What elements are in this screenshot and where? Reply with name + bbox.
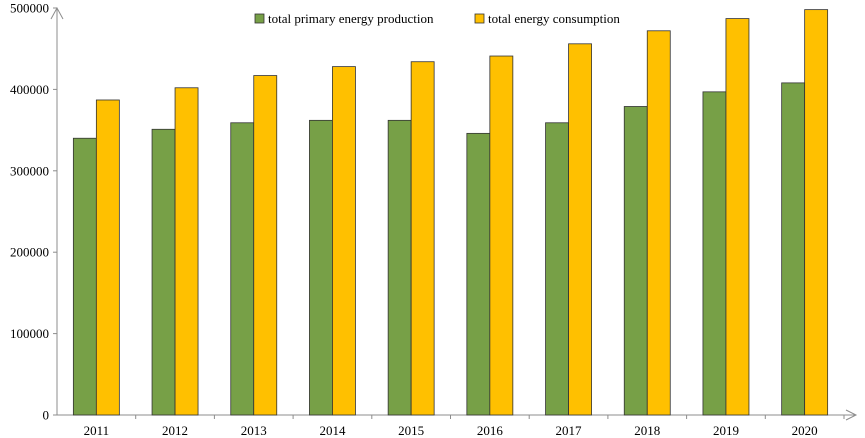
bar-consumption-2015 [410,61,435,416]
bar-production-2018 [623,106,648,416]
bar-production-2017 [545,122,569,416]
y-tick-label: 200000 [10,245,49,260]
bar-consumption-2011 [95,99,120,416]
x-tick-label: 2011 [84,423,110,438]
y-tick-label: 500000 [10,1,49,16]
x-tick-label: 2017 [556,423,583,438]
bar-production-2014 [309,119,333,416]
bar-production-2012 [151,128,176,416]
y-tick-label: 100000 [10,326,49,341]
bar-consumption-2016 [489,55,514,416]
legend-production-label: total primary energy production [268,11,434,26]
x-tick-label: 2018 [634,423,660,438]
legend-consumption-swatch [474,13,485,24]
bar-production-2013 [230,122,255,416]
x-tick-label: 2020 [792,423,818,438]
x-tick-label: 2016 [477,423,504,438]
x-tick-label: 2013 [241,423,267,438]
bar-consumption-2018 [646,30,671,416]
y-tick-label: 300000 [10,163,49,178]
x-tick-label: 2012 [162,423,188,438]
bar-production-2011 [72,137,97,416]
bar-production-2015 [387,119,412,416]
bar-production-2016 [466,132,491,416]
y-tick-label: 0 [43,408,50,423]
x-tick-label: 2015 [398,423,424,438]
x-tick-label: 2014 [319,423,346,438]
bar-consumption-2019 [725,18,750,416]
bar-production-2020 [781,82,806,416]
bar-consumption-2017 [568,43,592,416]
x-axis-arrow [845,409,858,421]
legend-consumption-label: total energy consumption [488,11,620,26]
bar-consumption-2014 [332,66,356,416]
bar-production-2019 [702,91,727,416]
y-tick-label: 400000 [10,82,49,97]
bar-consumption-2012 [174,87,199,416]
x-tick-label: 2019 [713,423,739,438]
bar-consumption-2020 [804,9,829,416]
bar-consumption-2013 [253,75,278,416]
legend-production-swatch [254,13,265,24]
